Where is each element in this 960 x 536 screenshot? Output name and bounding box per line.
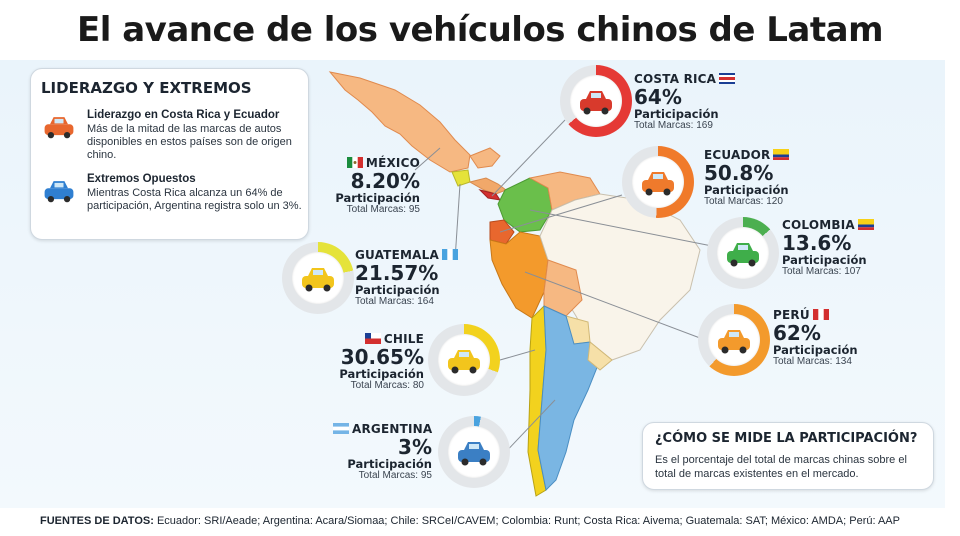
guatemala-ring — [282, 242, 354, 314]
mexico-stat: MÉXICO 8.20% Participación Total Marcas:… — [330, 156, 420, 215]
leadership-heading: LIDERAZGO Y EXTREMOS — [41, 79, 252, 97]
guatemala-name: GUATEMALA — [355, 248, 439, 262]
guatemala-label: Participación — [355, 283, 440, 297]
measurement-heading: ¿CÓMO SE MIDE LA PARTICIPACIÓN? — [655, 431, 918, 446]
leadership-item-title: Liderazgo en Costa Rica y Ecuador — [87, 109, 280, 121]
chile-stat: CHILE 30.65% Participación Total Marcas:… — [330, 332, 424, 391]
car-icon — [718, 330, 750, 354]
infographic-panel: LIDERAZGO Y EXTREMOS Liderazgo en Costa … — [0, 60, 945, 508]
costa-rica-flag-icon — [719, 73, 736, 84]
colombia-name: COLOMBIA — [782, 218, 855, 232]
argentina-stat: ARGENTINA 3% Participación Total Marcas:… — [330, 422, 432, 481]
data-sources-label: FUENTES DE DATOS: — [40, 515, 154, 527]
argentina-pct: 3% — [398, 435, 432, 459]
mexico-flag-icon — [346, 157, 363, 168]
guatemala-pct: 21.57% — [355, 261, 439, 285]
costa-rica-total: Total Marcas: 169 — [634, 120, 713, 131]
costa-rica-ring — [560, 65, 632, 137]
ecuador-pct: 50.8% — [704, 161, 774, 185]
argentina-label: Participación — [347, 457, 432, 471]
ecuador-total: Total Marcas: 120 — [704, 196, 783, 207]
argentina-name: ARGENTINA — [352, 422, 433, 436]
mexico-total: Total Marcas: 95 — [346, 204, 420, 215]
guatemala-stat: GUATEMALA 21.57% Participación Total Mar… — [355, 248, 461, 307]
measurement-box: ¿CÓMO SE MIDE LA PARTICIPACIÓN? Es el po… — [642, 422, 934, 490]
colombia-pct: 13.6% — [782, 231, 852, 255]
peru-ring — [698, 304, 770, 376]
connector-ecuador — [499, 194, 623, 233]
car-icon — [580, 91, 612, 115]
map-guatemala — [451, 169, 471, 187]
chile-flag-icon — [364, 333, 381, 344]
mexico-label: Participación — [335, 191, 420, 205]
car-icon — [727, 243, 759, 267]
data-sources-text: Ecuador: SRI/Aeade; Argentina: Acara/Sio… — [156, 515, 900, 527]
data-sources: FUENTES DE DATOS: Ecuador: SRI/Aeade; Ar… — [40, 515, 900, 527]
connector-colombia — [529, 209, 713, 247]
peru-flag-icon — [812, 309, 829, 320]
argentina-total: Total Marcas: 95 — [358, 470, 432, 481]
peru-total: Total Marcas: 134 — [773, 356, 852, 367]
ecuador-label: Participación — [704, 183, 789, 197]
car-icon — [448, 350, 480, 374]
connector-chile — [499, 349, 536, 361]
colombia-stat: COLOMBIA 13.6% Participación Total Marca… — [782, 218, 877, 277]
car-icon — [642, 172, 674, 196]
measurement-text: Es el porcentaje del total de marcas chi… — [655, 454, 907, 480]
map-mexico — [328, 71, 471, 173]
chile-total: Total Marcas: 80 — [350, 380, 424, 391]
blue-car-icon — [44, 181, 74, 203]
mexico-pct: 8.20% — [350, 169, 420, 193]
map-argentina — [537, 305, 601, 492]
page-title: El avance de los vehículos chinos de Lat… — [77, 10, 884, 50]
orange-car-icon — [44, 117, 74, 139]
peru-label: Participación — [773, 343, 858, 357]
map-uruguay — [587, 341, 613, 371]
colombia-label: Participación — [782, 253, 867, 267]
ecuador-ring — [622, 146, 694, 218]
map-peru — [489, 231, 549, 319]
peru-stat: PERÚ 62% Participación Total Marcas: 134 — [773, 308, 858, 367]
ecuador-name: ECUADOR — [704, 148, 771, 162]
ecuador-stat: ECUADOR 50.8% Participación Total Marcas… — [704, 148, 792, 207]
connector-guatemala — [454, 183, 461, 261]
chile-pct: 30.65% — [340, 345, 424, 369]
connector-peru — [524, 271, 701, 339]
leadership-item-text: Más de la mitad de las marcas de autos d… — [87, 123, 292, 161]
peru-pct: 62% — [773, 321, 821, 345]
mexico-name: MÉXICO — [365, 156, 420, 170]
colombia-ring — [707, 217, 779, 289]
colombia-total: Total Marcas: 107 — [782, 266, 861, 277]
costa-rica-stat: COSTA RICA 64% Participación Total Marca… — [634, 72, 738, 131]
leadership-box: LIDERAZGO Y EXTREMOS Liderazgo en Costa … — [30, 68, 309, 240]
chile-ring — [428, 324, 500, 396]
car-icon — [458, 442, 490, 466]
car-icon — [302, 268, 334, 292]
leadership-item-text: Mientras Costa Rica alcanza un 64% de pa… — [87, 187, 302, 212]
costa-rica-name: COSTA RICA — [634, 72, 717, 86]
chile-label: Participación — [339, 367, 424, 381]
latin-america-map — [328, 71, 713, 497]
chile-name: CHILE — [383, 332, 424, 346]
peru-name: PERÚ — [773, 308, 810, 322]
map-mexico-yucatan — [469, 147, 501, 169]
colombia-flag-icon — [857, 219, 874, 230]
costa-rica-pct: 64% — [634, 85, 682, 109]
map-ecuador — [489, 219, 515, 245]
argentina-ring — [438, 416, 510, 488]
guatemala-total: Total Marcas: 164 — [355, 296, 434, 307]
connector-costa-rica — [491, 119, 566, 197]
argentina-flag-icon — [333, 423, 349, 434]
leadership-item-title: Extremos Opuestos — [87, 173, 196, 185]
guatemala-flag-icon — [441, 249, 458, 260]
costa-rica-label: Participación — [634, 107, 719, 121]
ecuador-flag-icon — [773, 149, 790, 160]
connector-mexico — [414, 147, 441, 171]
